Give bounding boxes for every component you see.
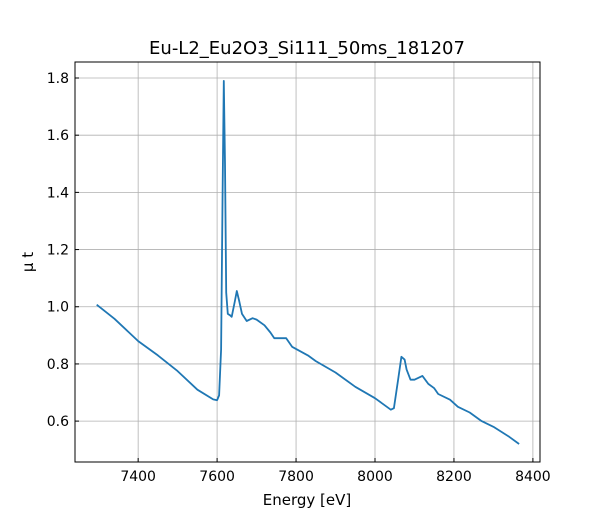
ticks: 7400 7600 7800 8000 8200 8400 0.6 0.8 1.0 1.2 1.4 1… <box>47 71 551 485</box>
x-tick-label: 8200 <box>436 469 472 485</box>
y-tick-label: 1.8 <box>47 71 69 87</box>
x-tick-label: 7600 <box>199 469 235 485</box>
x-tick-label: 7400 <box>120 469 156 485</box>
x-tick-label: 8400 <box>515 469 551 485</box>
y-tick-label: 1.4 <box>47 185 69 201</box>
y-tick-label: 1.6 <box>47 128 69 144</box>
y-tick-label: 0.6 <box>47 414 69 430</box>
y-tick-label: 1.0 <box>47 300 69 316</box>
x-tick-label: 7800 <box>278 469 314 485</box>
x-axis-label: Energy [eV] <box>263 491 351 509</box>
plot-frame <box>74 61 541 463</box>
x-tick-label: 8000 <box>357 469 393 485</box>
chart-title: Eu-L2_Eu2O3_Si111_50ms_181207 <box>149 38 465 59</box>
y-axis-label: μ t <box>19 252 37 272</box>
grid <box>75 62 540 462</box>
y-tick-label: 1.2 <box>47 243 69 259</box>
series-group <box>96 80 520 445</box>
series-line <box>96 80 520 445</box>
y-tick-label: 0.8 <box>47 357 69 373</box>
